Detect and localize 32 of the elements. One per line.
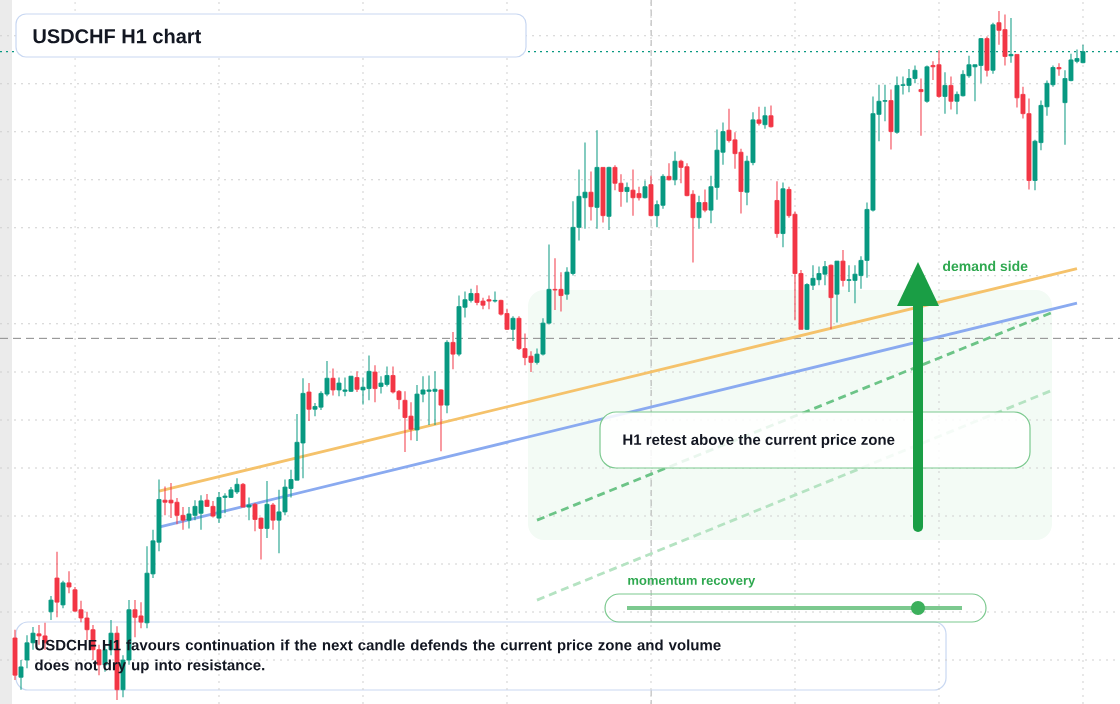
- candlestick: [918, 78, 924, 137]
- candlestick: [438, 388, 444, 452]
- candlestick: [354, 370, 360, 393]
- candlestick: [270, 502, 276, 531]
- candlestick: [66, 570, 72, 594]
- candlestick: [510, 315, 516, 342]
- candlestick: [840, 249, 846, 288]
- candlestick: [372, 364, 378, 403]
- candlestick: [492, 290, 498, 303]
- candlestick: [624, 182, 630, 204]
- candlestick: [666, 162, 672, 181]
- candlestick: [1056, 62, 1062, 77]
- candlestick: [60, 580, 66, 609]
- candlestick: [450, 331, 456, 370]
- candlestick: [306, 382, 312, 422]
- candlestick: [948, 75, 954, 111]
- candlestick: [696, 195, 702, 230]
- candlestick: [756, 106, 762, 126]
- candlestick: [246, 496, 252, 521]
- candlestick: [672, 151, 678, 186]
- annotation: momentum recovery: [628, 576, 756, 588]
- candlestick: [942, 71, 948, 115]
- candlestick: [18, 659, 24, 691]
- candlestick: [240, 482, 246, 508]
- annotation: H1 retest above the current price zone: [623, 434, 895, 448]
- candlestick: [762, 106, 768, 130]
- candlestick: [330, 368, 336, 396]
- annotation: demand side: [942, 260, 1028, 272]
- candlestick: [48, 595, 54, 621]
- text: USDCHF H1 chart: [33, 28, 202, 44]
- candlestick: [588, 171, 594, 221]
- candlestick: [702, 188, 708, 213]
